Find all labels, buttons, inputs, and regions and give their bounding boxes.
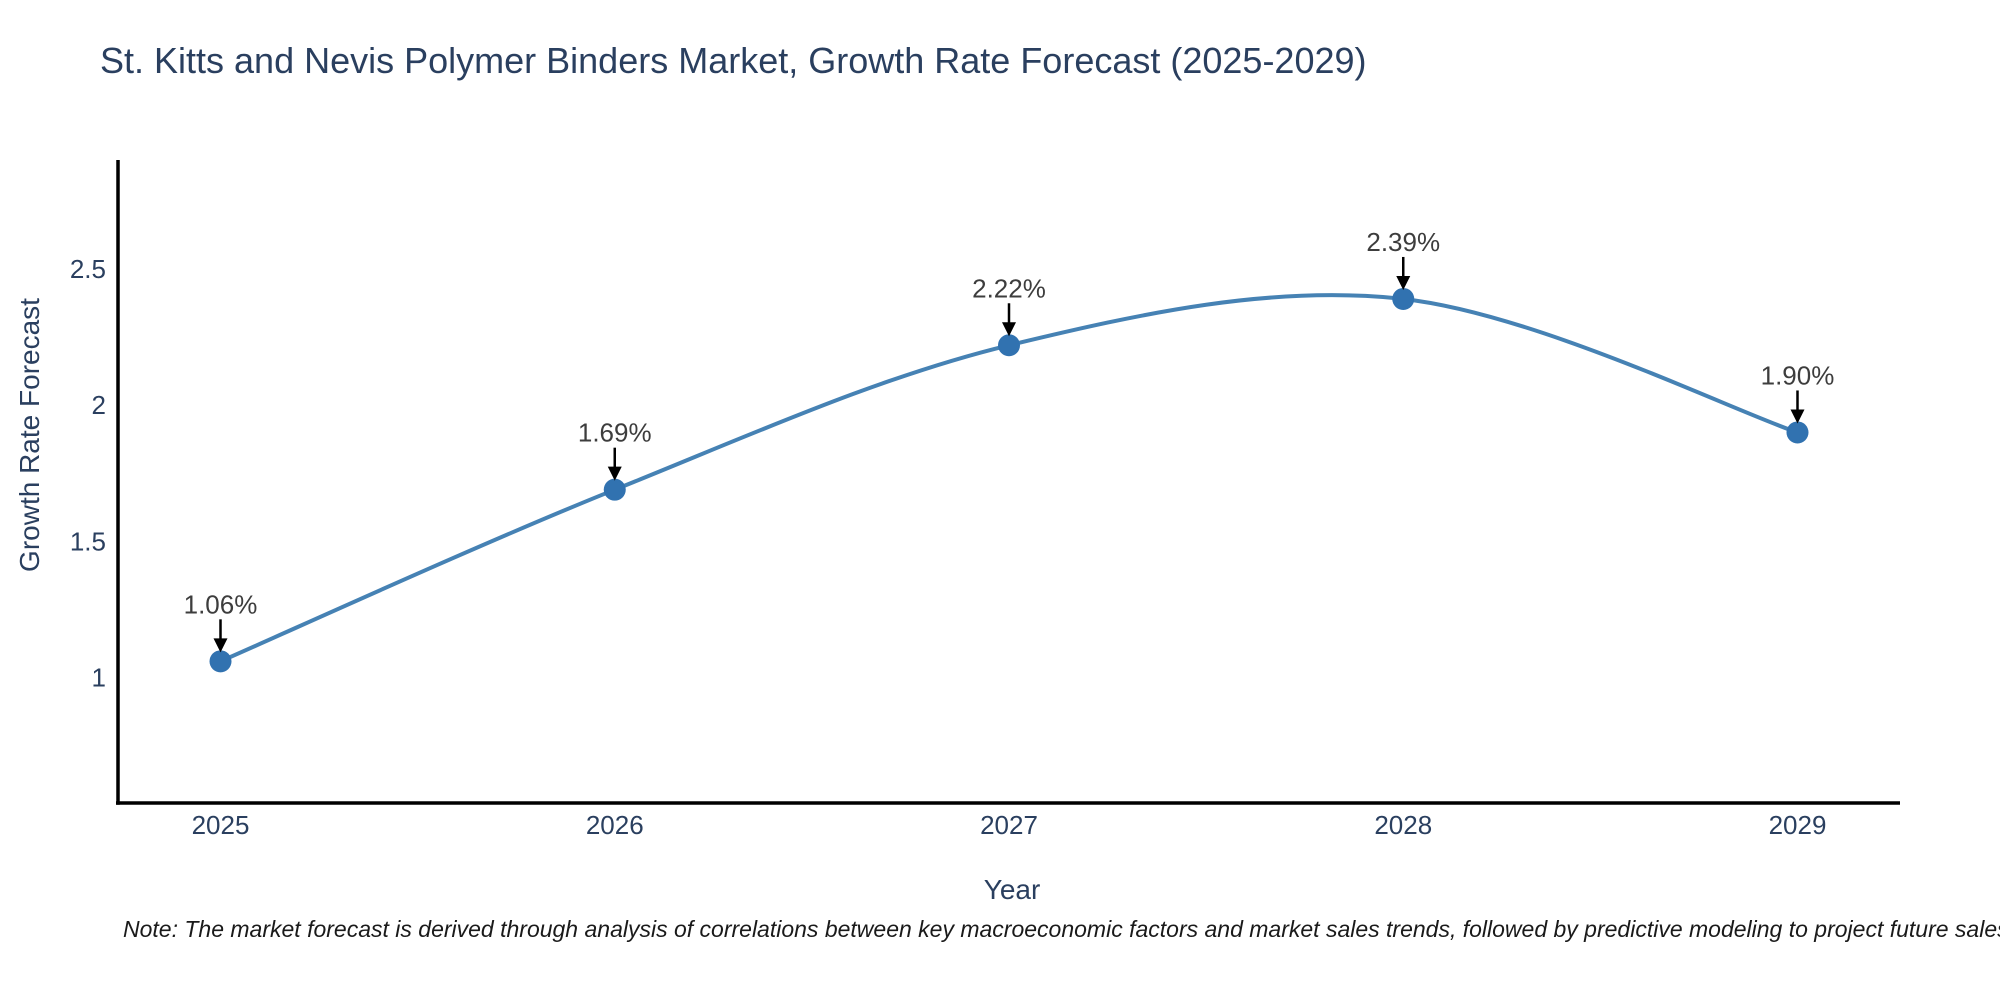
data-point-marker bbox=[603, 478, 626, 501]
x-tick-label: 2025 bbox=[192, 810, 250, 840]
x-tick-label: 2029 bbox=[1769, 810, 1827, 840]
annotation-arrow-head bbox=[213, 638, 228, 653]
annotation-arrow-head bbox=[1790, 409, 1805, 424]
data-point-marker bbox=[998, 334, 1020, 357]
x-tick-label: 2028 bbox=[1374, 810, 1432, 840]
footnote: Note: The market forecast is derived thr… bbox=[123, 916, 2000, 942]
annotation-label: 1.69% bbox=[578, 418, 652, 448]
annotation-label: 2.22% bbox=[972, 273, 1046, 303]
y-axis-title: Growth Rate Forecast bbox=[14, 298, 45, 572]
annotation-label: 1.90% bbox=[1761, 360, 1835, 390]
annotation-arrow-head bbox=[1396, 275, 1411, 290]
chart-title: St. Kitts and Nevis Polymer Binders Mark… bbox=[100, 40, 1367, 81]
annotation-arrow-head bbox=[607, 466, 622, 481]
y-tick-label: 1 bbox=[92, 663, 106, 693]
y-tick-label: 2.5 bbox=[70, 254, 106, 284]
annotation-label: 1.06% bbox=[184, 589, 258, 619]
y-tick-label: 2 bbox=[92, 390, 106, 420]
data-point-marker bbox=[1786, 421, 1809, 444]
x-tick-label: 2026 bbox=[586, 810, 644, 840]
y-tick-label: 1.5 bbox=[70, 526, 106, 556]
annotation-label: 2.39% bbox=[1366, 227, 1440, 257]
x-tick-label: 2027 bbox=[980, 810, 1038, 840]
data-point-marker bbox=[209, 650, 232, 673]
annotation-arrow-head bbox=[1002, 322, 1016, 337]
data-point-marker bbox=[1392, 287, 1415, 310]
x-axis-title: Year bbox=[983, 874, 1041, 905]
